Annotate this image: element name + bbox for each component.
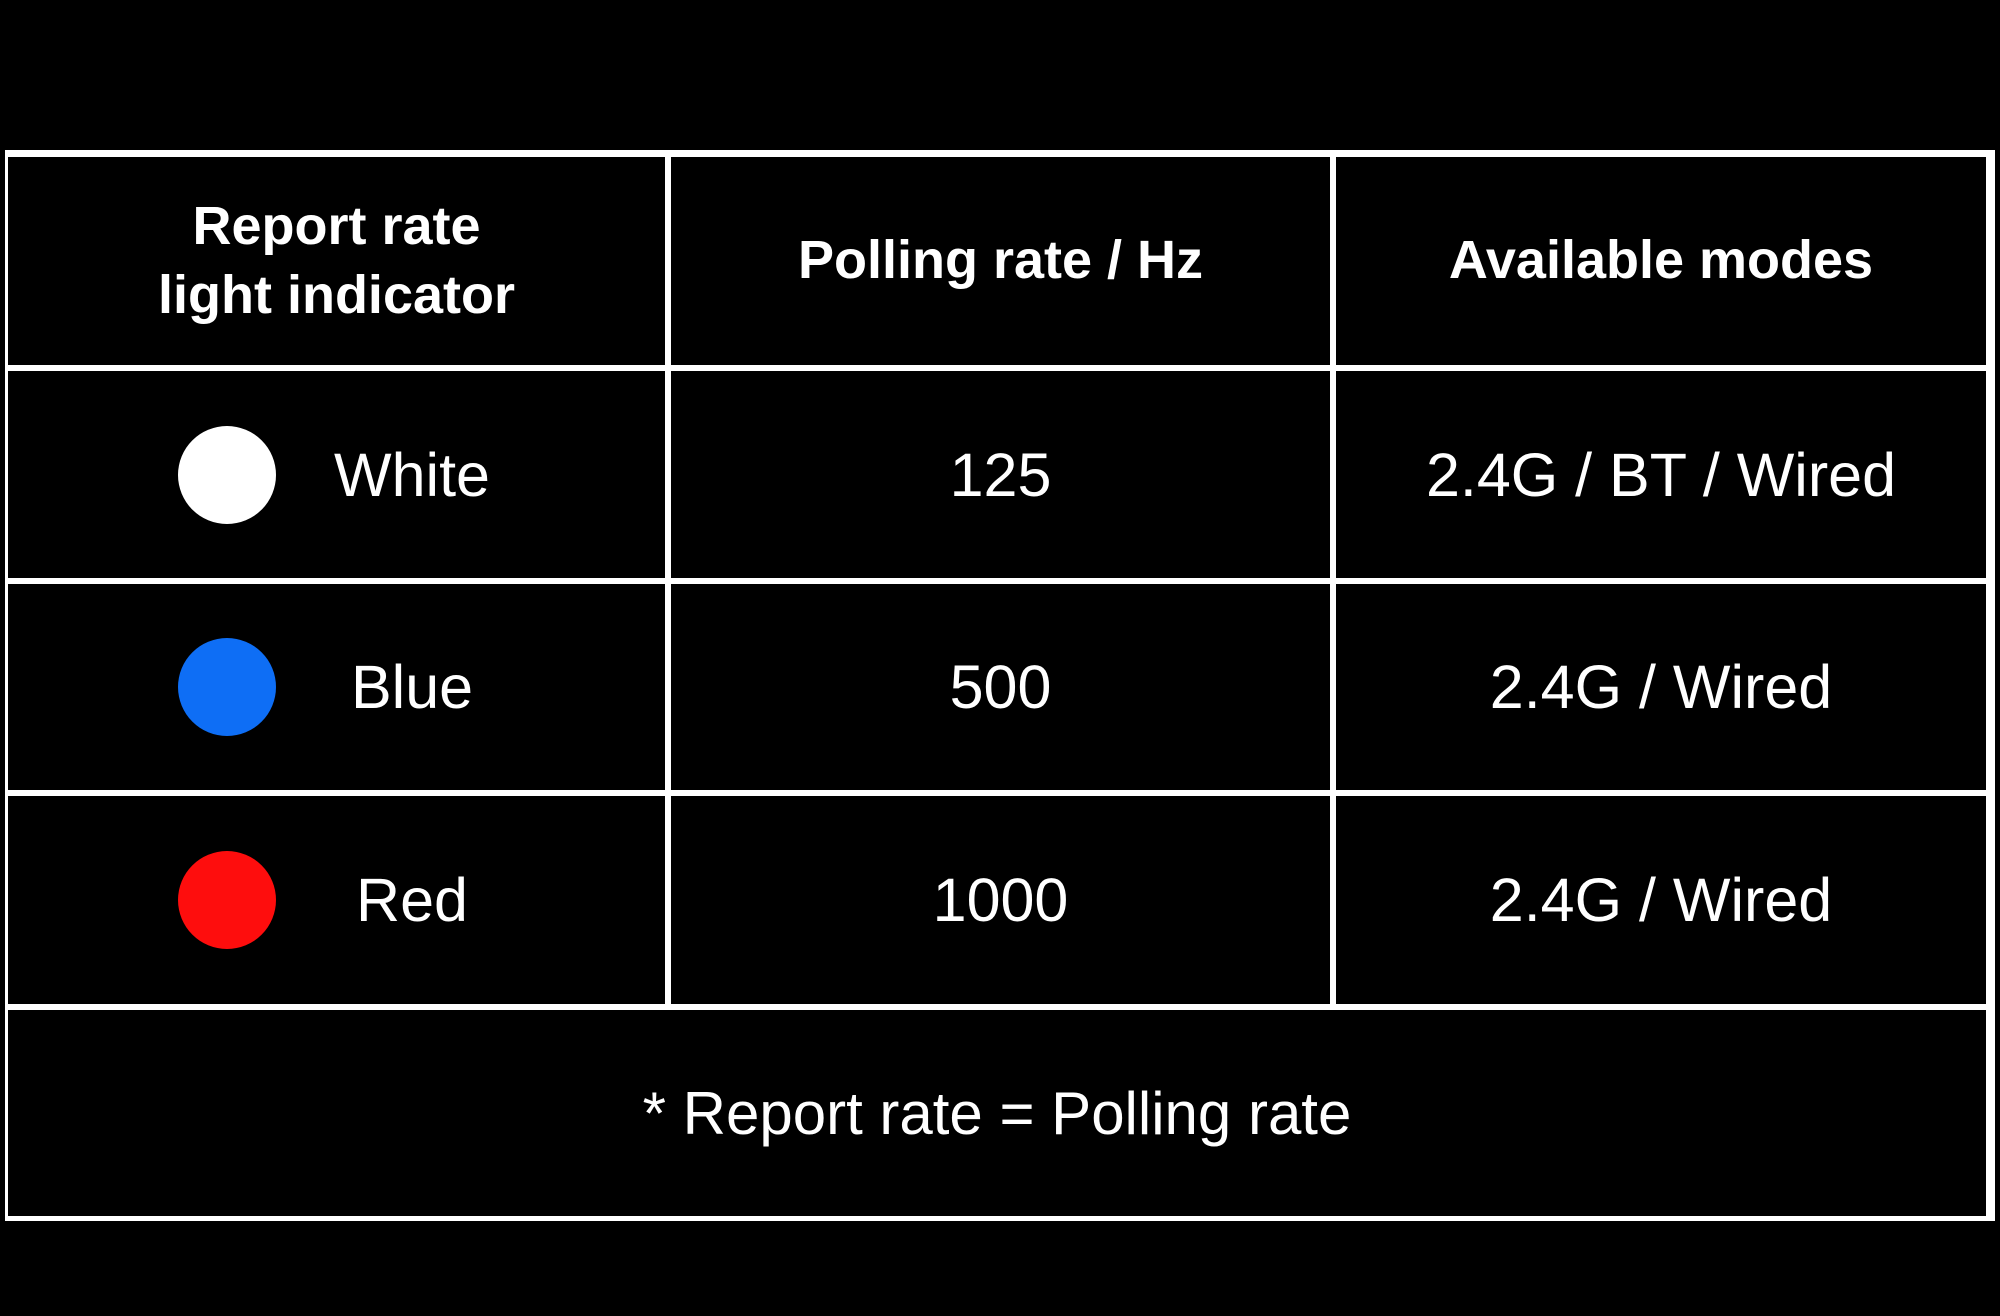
- header-available-modes: Available modes: [1336, 157, 1986, 365]
- red-indicator-dot-icon: [178, 851, 276, 949]
- table-row-white-indicator-cell: White: [8, 371, 665, 578]
- table-row-white-modes-cell: 2.4G / BT / Wired: [1336, 371, 1986, 578]
- indicator-label: Blue: [350, 653, 474, 721]
- blue-indicator-dot-icon: [178, 638, 276, 736]
- header-report-rate-light-indicator: Report rate light indicator: [8, 157, 665, 365]
- table-footnote: * Report rate = Polling rate: [8, 1010, 1986, 1216]
- table-row-red-polling-rate-cell: 1000: [671, 796, 1330, 1004]
- indicator-label: Red: [356, 866, 468, 934]
- report-rate-spec-table: Report rate light indicator Polling rate…: [5, 150, 1995, 1221]
- table-row-blue-indicator-cell: Blue: [8, 584, 665, 790]
- indicator-label: White: [334, 440, 490, 509]
- table-row-red-indicator-cell: Red: [8, 796, 665, 1004]
- header-polling-rate: Polling rate / Hz: [671, 157, 1330, 365]
- white-indicator-dot-icon: [178, 425, 276, 524]
- table-row-blue-modes-cell: 2.4G / Wired: [1336, 584, 1986, 790]
- table-row-red-modes-cell: 2.4G / Wired: [1336, 796, 1986, 1004]
- table-row-white-polling-rate-cell: 125: [671, 371, 1330, 578]
- table-row-blue-polling-rate-cell: 500: [671, 584, 1330, 790]
